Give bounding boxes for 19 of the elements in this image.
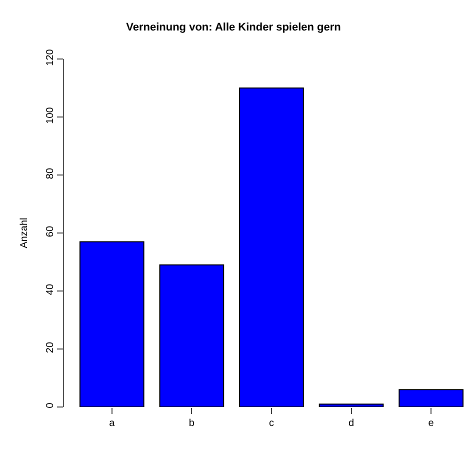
bar (318, 404, 384, 407)
x-tick-label: e (428, 418, 434, 429)
bar (239, 88, 304, 407)
y-tick-label: 40 (45, 284, 56, 296)
y-tick-label: 80 (45, 168, 56, 180)
y-axis-title: Anzahl (19, 218, 30, 248)
y-tick-label: 0 (45, 402, 56, 408)
x-tick-label: d (348, 418, 354, 429)
bar (159, 264, 224, 407)
y-tick-label: 120 (45, 48, 56, 66)
y-tick-label: 100 (45, 106, 56, 124)
chart-title: Verneinung von: Alle Kinder spielen gern (126, 21, 342, 34)
x-tick-label: c (268, 418, 274, 429)
x-tick-label: b (188, 418, 195, 429)
x-tick-label: a (109, 418, 116, 429)
y-tick-label: 60 (45, 226, 56, 238)
bar (79, 241, 144, 407)
bar (398, 389, 464, 407)
y-tick-label: 20 (45, 342, 56, 354)
